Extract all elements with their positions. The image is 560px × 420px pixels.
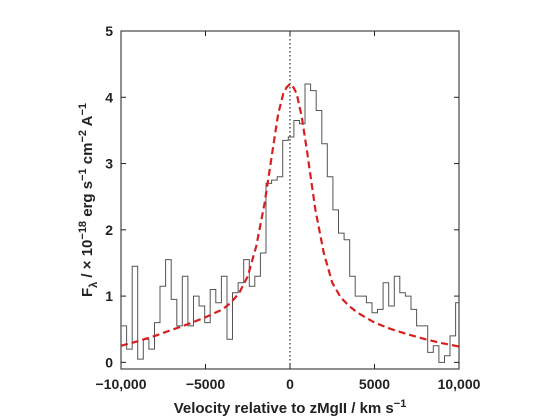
y-tick-label: 3: [105, 156, 113, 172]
x-tick-label: −5000: [186, 376, 226, 392]
x-tick-label: −10,000: [96, 376, 147, 392]
x-tick-label: 0: [286, 376, 294, 392]
y-tick-label: 5: [105, 23, 113, 39]
y-tick-label: 1: [105, 288, 113, 304]
spectrum-histogram: [121, 83, 459, 363]
y-tick-label: 2: [105, 222, 113, 238]
x-tick-label: 10,000: [438, 376, 481, 392]
x-tick-label: 5000: [359, 376, 390, 392]
y-tick-label: 0: [105, 354, 113, 370]
plot-area: [121, 82, 459, 363]
fit-curve: [121, 82, 459, 348]
x-axis-title: Velocity relative to zMgII / km s−1: [174, 398, 407, 417]
y-axis-title: Fλ / × 10−18 erg s−1 cm−2 A−1: [77, 103, 100, 297]
y-tick-label: 4: [105, 89, 113, 105]
